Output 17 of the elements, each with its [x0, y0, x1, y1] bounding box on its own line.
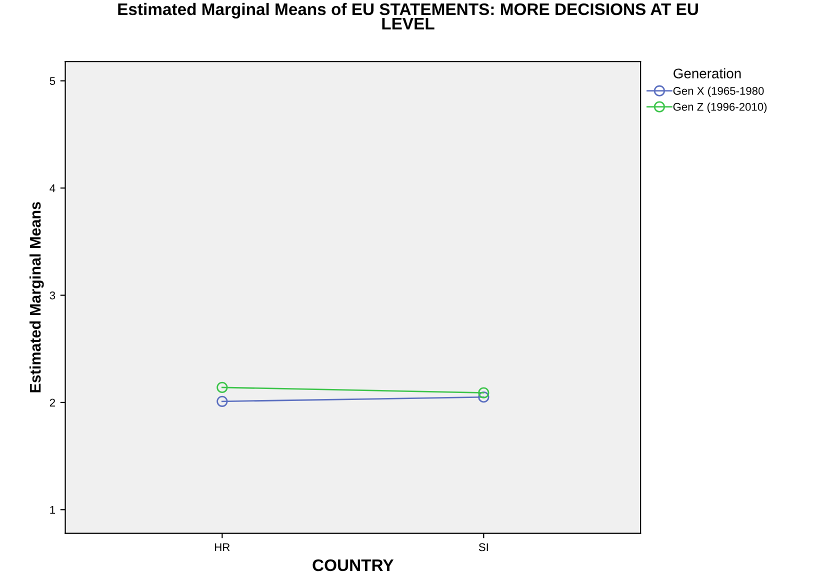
- y-tick-label: 5: [50, 77, 56, 85]
- y-tick-label: 2: [50, 398, 55, 406]
- y-tick-label: 4: [50, 184, 56, 192]
- y-tick-label: 3: [50, 292, 56, 300]
- x-tick-label: SI: [478, 543, 488, 552]
- y-axis-title: Estimated Marginal Means: [30, 202, 44, 392]
- chart-title: Estimated Marginal Means of EU STATEMENTS: MORE DECISIONS AT EU LEVEL: [118, 2, 698, 30]
- legend-label: Gen X (1965-1980: [673, 86, 764, 98]
- x-tick-label: HR: [215, 543, 230, 552]
- legend-title: Generation: [674, 68, 741, 78]
- legend-label: Gen Z (1996-2010): [673, 102, 767, 113]
- y-tick-label: 1: [50, 506, 56, 514]
- point: [478, 387, 490, 398]
- point: [478, 392, 490, 403]
- x-axis-title: COUNTRY: [312, 559, 394, 572]
- point: [216, 382, 228, 394]
- point: [216, 396, 228, 407]
